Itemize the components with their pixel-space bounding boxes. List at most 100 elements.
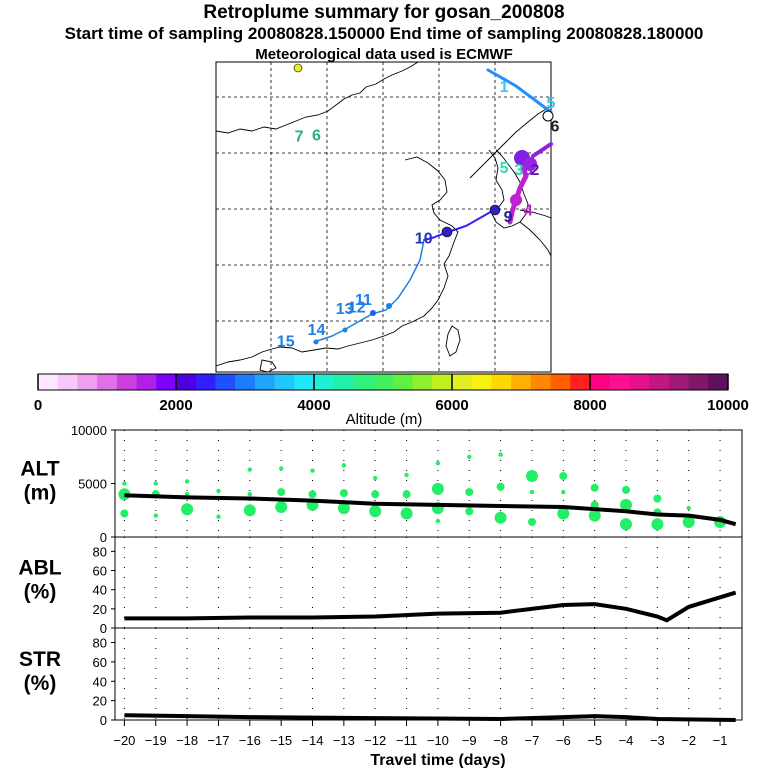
day-label-10: 10 — [415, 230, 433, 247]
colorbar-cell — [412, 374, 433, 390]
y-tick-label: 40 — [93, 674, 107, 689]
colorbar-tick-label: 4000 — [297, 397, 330, 414]
alt-cluster-point — [529, 489, 535, 495]
colorbar-cell — [156, 374, 177, 390]
alt-cluster-point — [620, 498, 632, 511]
colorbar-cell — [688, 374, 709, 390]
coast-hainan — [259, 359, 277, 373]
day-label-4: 4 — [524, 202, 533, 219]
alt-cluster-point — [308, 490, 317, 499]
alt-cluster-point — [559, 472, 568, 480]
x-tick-label: −12 — [364, 733, 386, 748]
day-label-5: 5 — [500, 160, 509, 177]
day-label-9: 9 — [504, 209, 513, 226]
plume-dot-day-15 — [313, 339, 319, 345]
panel-alt: 0 5000 10000 ALT (m) — [20, 423, 743, 545]
plume-dot-day-14 — [342, 327, 348, 333]
abl-line — [124, 590, 737, 623]
alt-cluster-point — [431, 482, 444, 495]
str-line — [124, 713, 736, 722]
y-tick-label: 80 — [93, 544, 107, 559]
coast-north-china — [215, 61, 419, 134]
altitude-colorbar: 0 2000 4000 6000 8000 10000 Altitude (m) — [34, 373, 749, 428]
alt-cluster-point — [247, 492, 252, 497]
colorbar-cell — [38, 374, 59, 390]
colorbar-cell — [195, 374, 216, 390]
day-label-1: 1 — [500, 79, 509, 96]
y-tick-label: 20 — [93, 694, 107, 709]
colorbar-cell — [294, 374, 315, 390]
x-tick-label: −19 — [145, 733, 167, 748]
x-axis-label: Travel time (days) — [370, 752, 505, 768]
colorbar-cell — [314, 374, 335, 390]
y-tick-label: 80 — [93, 636, 107, 651]
alt-cluster-point — [122, 481, 127, 486]
day-label-6: 6 — [312, 127, 321, 144]
y-tick-label: 20 — [93, 602, 107, 617]
y-tick-label: 60 — [93, 564, 107, 579]
x-tick-label: −7 — [525, 733, 540, 748]
track-segment-yellow-sea — [423, 209, 495, 241]
colorbar-cell — [116, 374, 137, 390]
alt-cluster-point — [404, 472, 409, 478]
plume-dot-day-1 — [542, 110, 554, 122]
alt-cluster-point — [120, 509, 129, 518]
coast-china-east — [215, 156, 459, 367]
day-label-12: 12 — [348, 300, 366, 317]
colorbar-tick-label: 8000 — [573, 397, 606, 414]
y-tick-label: 40 — [93, 583, 107, 598]
alt-cluster-point — [373, 475, 378, 481]
alt-cluster-point — [181, 503, 194, 516]
alt-cluster-point — [590, 483, 599, 492]
colorbar-cell — [649, 374, 670, 390]
alt-cluster-point — [498, 452, 503, 457]
alt-cluster-point — [435, 518, 441, 524]
alt-cluster-point — [496, 482, 505, 491]
alt-cluster-point — [184, 492, 190, 497]
y-tick-label: 10000 — [71, 423, 107, 438]
colorbar-cell — [373, 374, 394, 390]
alt-cluster-point — [277, 488, 286, 497]
alt-cluster-point — [588, 509, 601, 522]
alt-cluster-point — [216, 514, 221, 519]
plume-dot-day-11 — [386, 303, 392, 309]
colorbar-cell — [77, 374, 98, 390]
plume-dot-day-16 — [293, 63, 303, 73]
colorbar-cell — [254, 374, 275, 390]
alt-cluster-point — [651, 518, 664, 531]
alt-cluster-point — [653, 494, 662, 503]
colorbar-cell — [590, 374, 611, 390]
alt-cluster-point — [467, 454, 472, 459]
track-segment-east — [531, 142, 553, 158]
alt-cluster-point — [371, 490, 380, 499]
plume-centroids — [293, 63, 554, 345]
day-label-2: 2 — [530, 162, 539, 179]
day-label-11: 11 — [355, 292, 372, 309]
alt-cluster-point — [465, 507, 474, 516]
day-label-8: 8 — [524, 162, 533, 179]
alt-cluster-point — [528, 518, 536, 526]
colorbar-cells — [37, 373, 729, 391]
x-tick-label: −11 — [396, 733, 417, 748]
sampling-times: Start time of sampling 20080828.150000 E… — [64, 24, 704, 43]
x-tick-label: −8 — [493, 733, 508, 748]
colorbar-cell — [629, 374, 650, 390]
panel-ylabel: ALT (m) — [20, 458, 59, 505]
x-tick-label: −2 — [681, 733, 696, 748]
colorbar-cell — [452, 374, 473, 390]
panel-frame — [114, 627, 743, 721]
colorbar-cell — [668, 374, 689, 390]
alt-cluster-point — [310, 468, 315, 473]
coast-taiwan — [445, 325, 461, 357]
colorbar-cell — [392, 374, 413, 390]
day-label-7: 7 — [295, 129, 304, 146]
coastlines — [215, 61, 552, 373]
x-tick-label: −6 — [556, 733, 571, 748]
alt-cluster-point — [465, 488, 474, 497]
colorbar-cell — [176, 374, 197, 390]
colorbar-cell — [609, 374, 630, 390]
panel-str: 0 20 40 60 80 STR (%) — [19, 627, 743, 728]
panel-frame — [114, 429, 743, 538]
colorbar-cell — [57, 374, 78, 390]
